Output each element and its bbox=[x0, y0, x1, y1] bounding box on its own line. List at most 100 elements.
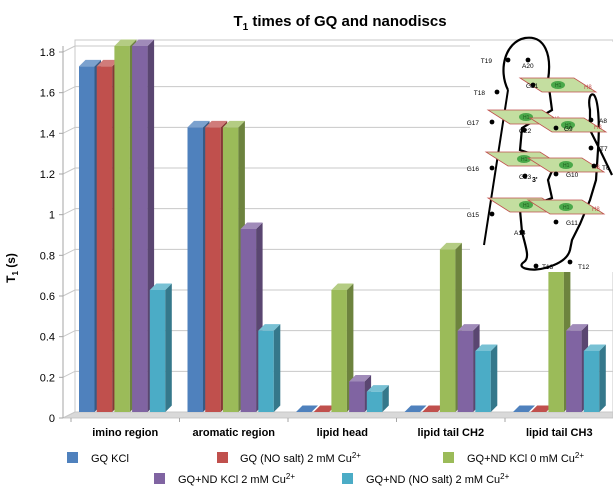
bar-top bbox=[457, 324, 480, 331]
bar-front bbox=[114, 46, 130, 412]
gridline-diag-1 bbox=[62, 370, 76, 378]
legend-item-3: GQ+ND KCl 2 mM Cu2+ bbox=[154, 472, 295, 486]
nucleotide-label-11: G23 bbox=[519, 174, 532, 181]
y-axis-label-rest: (s) bbox=[4, 253, 18, 271]
nucleotide-dot-3 bbox=[494, 89, 500, 95]
bar-side bbox=[165, 283, 172, 412]
bar-top bbox=[258, 324, 281, 331]
nucleotide-label-8: T7 bbox=[600, 146, 608, 153]
bar-4-4 bbox=[583, 344, 606, 412]
tetrad-h1-5 bbox=[519, 201, 533, 209]
legend-item-0: GQ KCl bbox=[67, 452, 129, 465]
nucleotide-label-9: T6 bbox=[602, 165, 610, 172]
bar-front bbox=[258, 330, 274, 412]
bar-top bbox=[349, 375, 372, 382]
inset-prime-label: 3' bbox=[532, 177, 538, 184]
bar-top bbox=[583, 344, 606, 351]
bar-front bbox=[132, 46, 148, 412]
bar-flat bbox=[513, 405, 535, 412]
bar-front bbox=[222, 127, 239, 412]
legend-item-2: GQ+ND KCl 0 mM Cu2+ bbox=[443, 451, 584, 465]
bar-front bbox=[475, 351, 491, 412]
tetrad-h1-0 bbox=[551, 81, 565, 89]
gridline-diag-2 bbox=[62, 330, 76, 338]
nucleotide-dot-15 bbox=[519, 229, 525, 235]
bar-front bbox=[240, 229, 257, 412]
category-label-1: aromatic region bbox=[192, 427, 275, 439]
category-label-4: lipid tail CH3 bbox=[526, 427, 593, 439]
bar-side bbox=[490, 344, 498, 412]
category-label-2: lipid head bbox=[317, 427, 368, 439]
category-label-0: imino region bbox=[92, 427, 158, 439]
legend-label-3: GQ+ND KCl 2 mM Cu2+ bbox=[178, 472, 295, 486]
y-tick-label-1: 0.2 bbox=[40, 372, 55, 384]
tetrad-h1-label-6: H1 bbox=[563, 205, 570, 211]
y-tick-label-8: 1.6 bbox=[40, 88, 55, 100]
legend-swatch-0 bbox=[67, 452, 78, 463]
y-tick-labels: 0 0.2 0.4 0.6 0.8 1 1.2 1.4 1.6 1.8 bbox=[40, 47, 63, 425]
nucleotide-dot-14 bbox=[553, 219, 559, 225]
legend: GQ KCl GQ (NO salt) 2 mM Cu2+ GQ+ND KCl … bbox=[67, 451, 584, 486]
bar-3-0 bbox=[404, 405, 427, 412]
bar-top bbox=[187, 120, 210, 128]
gridline-diag-3 bbox=[62, 289, 76, 297]
chart-title-sub: 1 bbox=[243, 22, 249, 33]
nucleotide-label-15: A14 bbox=[514, 230, 526, 237]
bar-front bbox=[349, 381, 365, 412]
tetrad-h1-6 bbox=[559, 203, 573, 211]
category-labels: imino region aromatic region lipid head lip… bbox=[70, 418, 593, 439]
bar-top bbox=[132, 39, 155, 46]
bar-front bbox=[548, 249, 564, 412]
bar-flat bbox=[422, 405, 445, 412]
g-quadruplex-inset: H1H8H1H8H1H8H1H8H1H8H1H8H1H8 T19A20G21T1… bbox=[467, 36, 613, 272]
nucleotide-label-5: G22 bbox=[519, 128, 532, 135]
gridline-diag-6 bbox=[62, 167, 76, 175]
tetrad-h8-label-6: H8 bbox=[592, 207, 600, 213]
y-tick-label-9: 1.8 bbox=[40, 47, 55, 59]
nucleotide-label-7: A8 bbox=[599, 118, 607, 125]
nucleotide-label-6: G9 bbox=[564, 126, 573, 133]
nucleotide-dot-11 bbox=[522, 173, 528, 179]
legend-swatch-3 bbox=[154, 473, 165, 484]
chart-title-rest: times of GQ and nanodiscs bbox=[248, 13, 446, 30]
tetrad-h1-4 bbox=[559, 161, 573, 169]
bar-side bbox=[273, 324, 281, 412]
chart-title: T1 times of GQ and nanodiscs bbox=[233, 13, 446, 33]
legend-label-1: GQ (NO salt) 2 mM Cu2+ bbox=[240, 451, 361, 465]
bar-side bbox=[382, 385, 389, 412]
bar-front bbox=[149, 290, 166, 412]
nucleotide-dot-9 bbox=[591, 163, 597, 169]
nucleotide-label-14: G11 bbox=[566, 220, 578, 227]
bar-front bbox=[583, 351, 600, 412]
bar-front bbox=[439, 249, 456, 412]
inset-labels: T19 A20 G21 T18 G17 G22 G9 A8 T7 T6 G16 G23 G10 G15 G1… bbox=[467, 57, 610, 271]
gridline-diag-7 bbox=[62, 126, 76, 134]
bar-top bbox=[96, 59, 119, 67]
nucleotide-label-13: G15 bbox=[467, 212, 480, 219]
nucleotide-dot-13 bbox=[489, 211, 495, 217]
bar-flat bbox=[530, 405, 553, 412]
bar-3-4 bbox=[475, 344, 498, 412]
y-tick-label-0: 0 bbox=[49, 413, 55, 425]
bar-top bbox=[240, 222, 263, 229]
tetrad-h1-label-0: H1 bbox=[555, 83, 562, 89]
nucleotide-dot-6 bbox=[553, 125, 559, 131]
bar-top bbox=[114, 39, 137, 46]
legend-label-4: GQ+ND (NO salt) 2 mM Cu2+ bbox=[366, 472, 510, 486]
bar-top bbox=[222, 120, 245, 128]
tetrad-h1-label-1: H1 bbox=[523, 115, 530, 121]
gridline-diag-8 bbox=[62, 86, 76, 94]
tetrad-h1-label-4: H1 bbox=[563, 163, 570, 169]
bar-4-1 bbox=[530, 405, 553, 412]
y-tick-label-5: 1 bbox=[49, 210, 55, 222]
bar-top bbox=[366, 385, 389, 392]
bar-2-1 bbox=[313, 405, 336, 412]
legend-swatch-2 bbox=[443, 452, 454, 463]
nucleotide-dot-12 bbox=[553, 171, 559, 177]
nucleotide-dot-16 bbox=[533, 263, 539, 269]
nucleotide-label-17: T12 bbox=[578, 264, 590, 271]
legend-item-1: GQ (NO salt) 2 mM Cu2+ bbox=[217, 451, 361, 465]
y-axis-label-main: T bbox=[4, 275, 18, 283]
bar-2-0 bbox=[296, 405, 318, 412]
plot-floor bbox=[62, 411, 613, 419]
